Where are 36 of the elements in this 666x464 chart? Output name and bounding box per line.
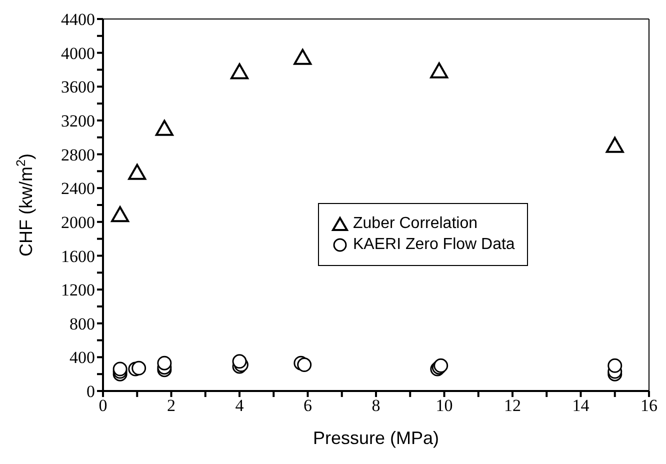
y-tick-label: 1200 bbox=[61, 280, 95, 300]
y-tick-label: 2400 bbox=[61, 179, 95, 198]
point bbox=[294, 48, 312, 65]
x-axis-title: Pressure (MPa) bbox=[312, 428, 440, 448]
point bbox=[128, 164, 146, 180]
x-tick-label: 8 bbox=[372, 396, 380, 416]
y-tick-label: 3600 bbox=[61, 78, 95, 97]
y-tick-label: 800 bbox=[70, 314, 95, 334]
y-tick-label: 4000 bbox=[61, 44, 95, 63]
x-tick-label: 10 bbox=[436, 396, 453, 416]
x-tick-label: 12 bbox=[504, 396, 521, 416]
point bbox=[608, 358, 622, 373]
point bbox=[297, 358, 312, 372]
x-tick-label: 0 bbox=[98, 396, 108, 416]
point bbox=[230, 63, 248, 80]
y-tick-label: 1600 bbox=[61, 246, 95, 266]
point bbox=[157, 356, 172, 370]
x-tick-label: 4 bbox=[235, 396, 244, 416]
y-tick-label: 0 bbox=[86, 382, 95, 402]
point bbox=[132, 360, 146, 376]
point bbox=[155, 120, 174, 136]
y-tick-label: 2800 bbox=[61, 145, 95, 164]
x-tick-label: 14 bbox=[572, 396, 590, 416]
legend-label: KAERI Zero Flow Data bbox=[353, 236, 515, 254]
x-tick-label: 16 bbox=[640, 396, 658, 416]
point bbox=[430, 62, 448, 78]
x-tick-label: 2 bbox=[167, 396, 176, 416]
point bbox=[232, 354, 247, 369]
x-tick-label: 6 bbox=[304, 396, 312, 416]
y-tick-label: 4400 bbox=[61, 10, 95, 30]
legend-label: Zuber Correlation bbox=[353, 215, 478, 233]
point bbox=[606, 136, 624, 153]
point bbox=[111, 206, 130, 222]
y-tick-label: 400 bbox=[70, 348, 95, 368]
y-tick-label: 2000 bbox=[61, 212, 95, 232]
y-tick-label: 3200 bbox=[61, 111, 95, 130]
